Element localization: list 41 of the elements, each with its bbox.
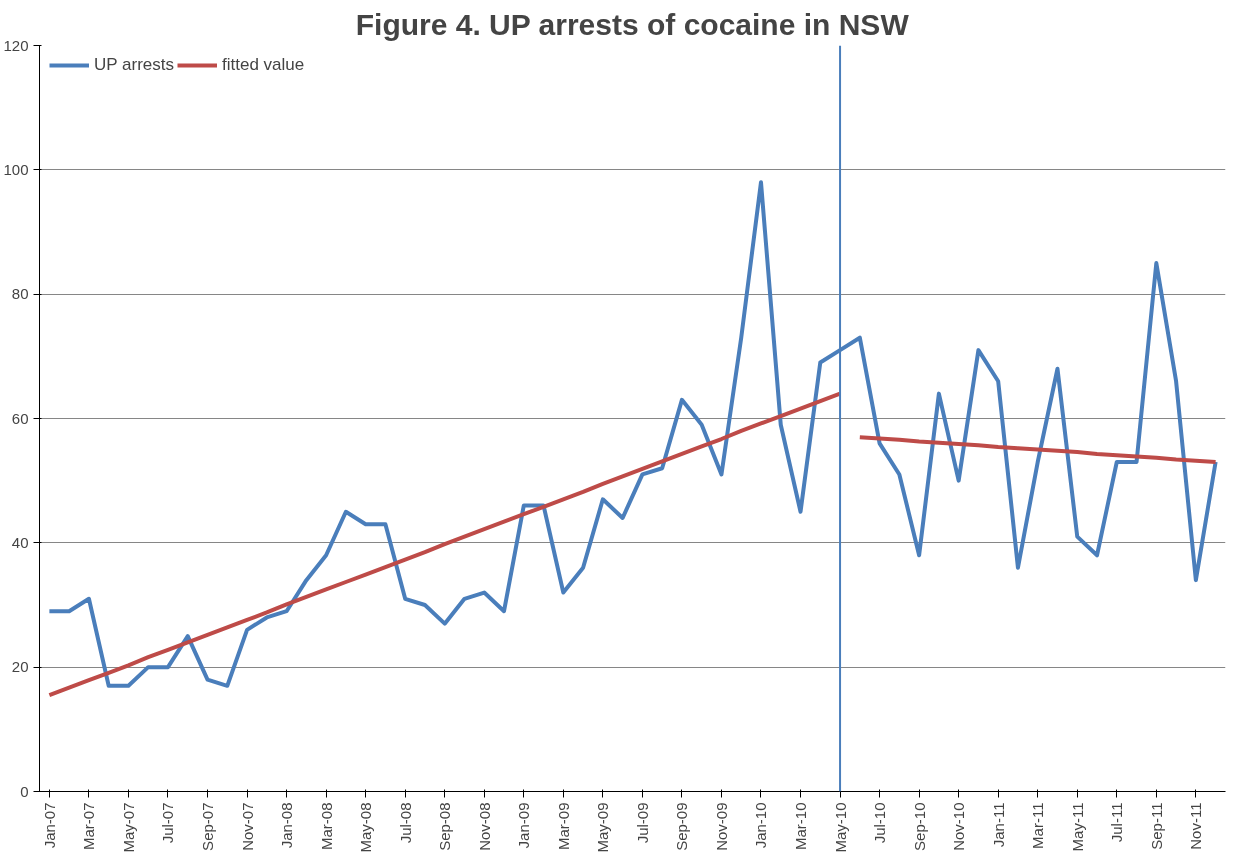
line-series xyxy=(857,435,1218,465)
x-tick-label: Mar-09 xyxy=(554,802,572,851)
x-tick-label: Mar-08 xyxy=(317,802,335,851)
x-tick-label: Jul-09 xyxy=(633,802,651,844)
x-tick-label: May-08 xyxy=(357,802,375,853)
x-tick-label: Jan-10 xyxy=(752,802,770,849)
y-tick-label: 80 xyxy=(11,285,29,303)
x-tick-label: Nov-11 xyxy=(1187,802,1205,850)
x-tick-label: Jan-08 xyxy=(278,802,296,849)
x-tick-label: Sep-08 xyxy=(436,802,454,851)
x-tick-label: Jan-11 xyxy=(989,802,1007,848)
x-tick-label: Sep-07 xyxy=(199,802,217,851)
x-tick-label: Jul-11 xyxy=(1108,802,1126,843)
x-tick-label: Sep-09 xyxy=(673,802,691,851)
y-tick-label: 40 xyxy=(11,533,29,551)
x-tick-label: May-11 xyxy=(1068,802,1086,852)
x-tick-label: Jul-10 xyxy=(871,802,889,844)
y-tick-label: 100 xyxy=(3,160,29,178)
x-tick-label: Nov-08 xyxy=(475,802,493,851)
x-tick-label: Mar-11 xyxy=(1029,802,1047,849)
x-tick-label: Jul-08 xyxy=(396,802,414,844)
y-tick-label: 60 xyxy=(11,409,29,427)
x-tick-label: Jan-09 xyxy=(515,802,533,849)
x-tick-label: Sep-11 xyxy=(1147,802,1165,850)
x-tick-label: May-07 xyxy=(119,802,137,853)
x-tick-label: May-09 xyxy=(594,802,612,853)
x-tick-label: May-10 xyxy=(831,802,849,853)
y-tick-label: 0 xyxy=(20,782,29,800)
x-tick-label: Nov-09 xyxy=(712,802,730,851)
x-tick-label: Nov-07 xyxy=(238,802,256,851)
y-tick-label: 20 xyxy=(11,658,29,676)
chart-title: Figure 4. UP arrests of cocaine in NSW xyxy=(355,7,910,41)
x-tick-label: Nov-10 xyxy=(950,802,968,851)
legend-label: fitted value xyxy=(222,55,305,75)
legend-label: UP arrests xyxy=(94,55,174,75)
x-tick-label: Mar-10 xyxy=(792,802,810,851)
x-tick-label: Sep-10 xyxy=(910,802,928,851)
y-tick-label: 120 xyxy=(3,36,29,54)
x-tick-label: Mar-07 xyxy=(80,802,98,851)
x-tick-label: Jan-07 xyxy=(40,802,58,849)
x-tick-label: Jul-07 xyxy=(159,802,177,844)
